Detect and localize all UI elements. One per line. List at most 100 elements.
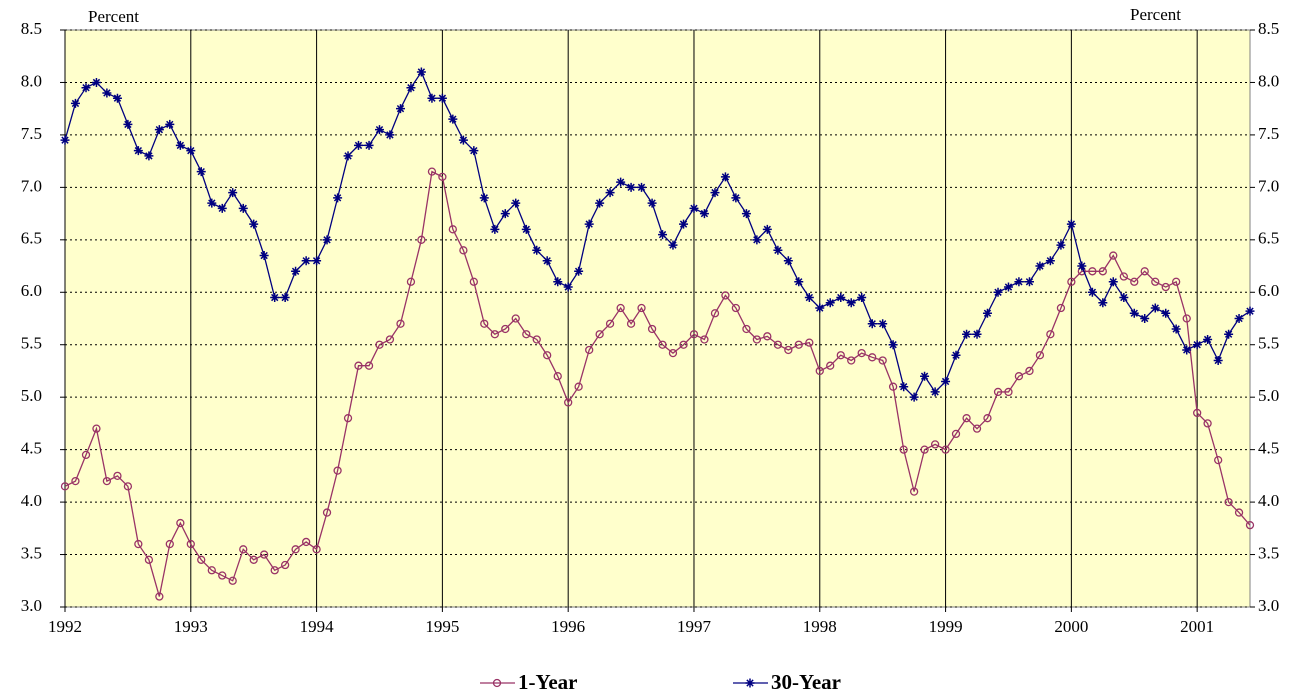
x-tick-label: 2000 — [1054, 617, 1088, 636]
marker — [1172, 277, 1181, 286]
y-tick-label: 5.5 — [21, 334, 42, 353]
marker — [794, 340, 803, 349]
x-tick-label: 1999 — [929, 617, 963, 636]
marker — [1129, 308, 1139, 318]
marker — [521, 224, 531, 234]
y-tick-label: 5.0 — [21, 386, 42, 405]
marker — [458, 135, 468, 145]
marker — [637, 182, 647, 192]
marker — [322, 508, 332, 517]
marker — [1025, 366, 1034, 376]
marker — [962, 329, 972, 339]
plot-area — [64, 29, 1251, 608]
y-tick-label: 3.5 — [21, 543, 42, 562]
marker — [522, 330, 531, 339]
marker — [396, 319, 405, 328]
marker — [804, 293, 814, 303]
marker — [312, 256, 322, 266]
marker — [1014, 277, 1024, 287]
y-tick-label: 3.0 — [21, 596, 42, 615]
marker — [197, 555, 206, 564]
marker — [437, 93, 447, 103]
marker — [1192, 340, 1202, 350]
y-tick-label: 4.0 — [21, 491, 42, 510]
y-tick-label: 6.0 — [21, 281, 42, 300]
marker — [501, 324, 510, 334]
y2-tick-label: 4.0 — [1258, 491, 1279, 510]
marker — [951, 350, 961, 360]
marker — [249, 555, 258, 564]
marker — [333, 193, 343, 203]
marker — [867, 319, 877, 329]
marker — [1140, 314, 1150, 323]
marker — [165, 119, 175, 129]
marker — [941, 445, 950, 454]
legend-label: 30-Year — [771, 670, 841, 694]
marker — [112, 93, 122, 103]
marker — [91, 77, 101, 87]
y-tick-label: 6.5 — [21, 229, 42, 248]
y2-tick-label: 3.0 — [1258, 596, 1279, 615]
marker — [585, 345, 594, 355]
marker — [909, 487, 919, 496]
marker — [144, 555, 154, 564]
marker — [1193, 408, 1202, 418]
marker — [1203, 334, 1213, 344]
marker — [962, 414, 971, 423]
marker — [899, 445, 908, 454]
marker — [532, 335, 541, 344]
marker — [427, 167, 437, 176]
marker — [930, 440, 940, 449]
marker — [752, 335, 762, 344]
marker — [60, 482, 70, 491]
y2-tick-label: 3.5 — [1258, 543, 1279, 562]
marker — [1182, 314, 1191, 323]
marker — [857, 293, 867, 303]
marker — [60, 135, 70, 145]
marker — [469, 277, 478, 286]
marker — [616, 177, 626, 187]
marker — [218, 571, 227, 580]
legend-item: 30-Year — [733, 670, 841, 694]
y2-tick-label: 7.5 — [1258, 124, 1279, 143]
marker — [1245, 521, 1255, 530]
x-tick-label: 1994 — [300, 617, 335, 636]
marker — [249, 219, 259, 229]
marker — [1045, 256, 1055, 266]
marker — [1119, 272, 1128, 281]
marker — [490, 224, 500, 234]
marker — [626, 182, 636, 192]
marker — [1066, 219, 1076, 229]
marker — [868, 353, 877, 362]
y-tick-label: 8.0 — [21, 71, 42, 90]
y2-tick-label: 6.5 — [1258, 229, 1279, 248]
marker — [1161, 308, 1171, 318]
marker — [982, 308, 992, 318]
marker — [647, 324, 657, 334]
marker — [846, 298, 856, 308]
marker — [1213, 355, 1223, 365]
marker — [720, 172, 730, 182]
marker — [364, 140, 374, 150]
marker — [888, 382, 898, 391]
marker — [857, 348, 866, 358]
marker — [899, 382, 909, 392]
marker — [1245, 306, 1255, 316]
marker — [123, 119, 133, 129]
marker — [542, 256, 552, 266]
marker — [438, 172, 447, 182]
marker — [427, 93, 437, 103]
marker — [1003, 282, 1013, 292]
marker — [92, 424, 101, 433]
marker — [1109, 251, 1118, 260]
marker — [616, 303, 625, 313]
marker — [1035, 351, 1045, 360]
y-tick-label: 7.5 — [21, 124, 42, 143]
marker — [374, 125, 384, 135]
marker — [81, 83, 91, 93]
marker — [584, 219, 594, 229]
marker — [1224, 329, 1234, 339]
marker — [511, 314, 520, 323]
legend-marker — [492, 678, 502, 688]
